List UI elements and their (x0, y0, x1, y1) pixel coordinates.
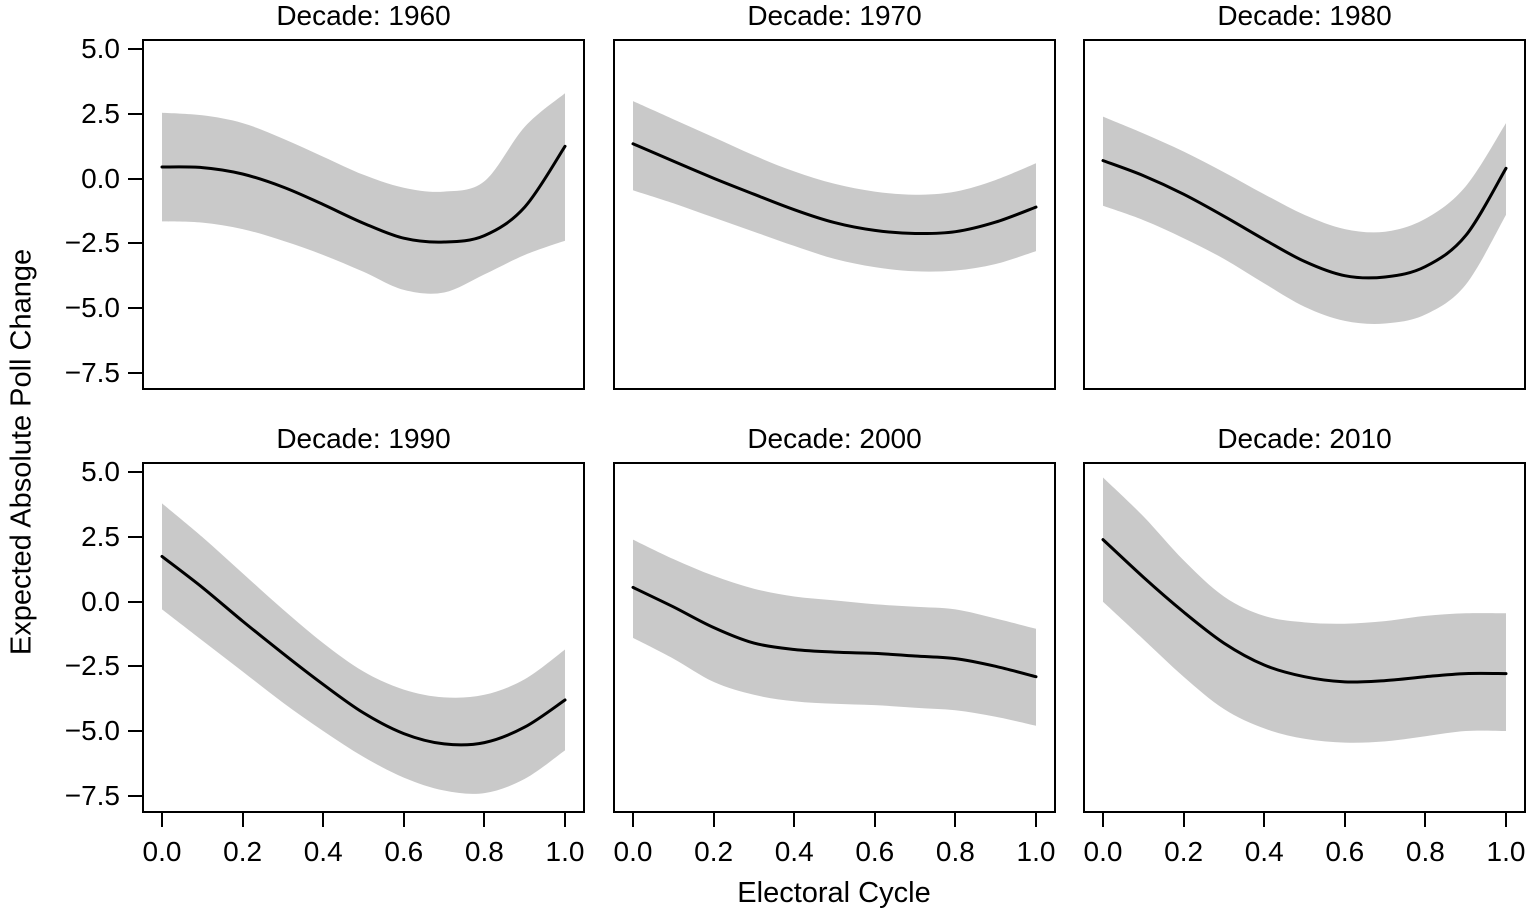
y-axis-tick (128, 665, 142, 668)
y-axis-tick (128, 371, 142, 374)
panel-border (142, 39, 585, 390)
x-tick-label: 0.6 (1325, 836, 1365, 867)
x-axis-label: Electoral Cycle (737, 876, 931, 909)
x-axis-tick (402, 813, 405, 827)
y-tick-label: −5.0 (64, 292, 120, 323)
x-axis-tick (632, 813, 634, 827)
fit-line (1101, 159, 1508, 280)
x-axis-tick (564, 813, 566, 827)
x-axis-tick (1182, 813, 1185, 827)
y-tick-label: −2.5 (64, 227, 120, 259)
y-tick-label: 0.0 (81, 585, 120, 617)
x-tick-label: 0.6 (384, 836, 424, 867)
panel (1083, 462, 1526, 813)
panel-title: Decade: 1980 (1217, 0, 1392, 31)
y-axis-tick (128, 177, 142, 180)
x-tick-label: 0.8 (464, 836, 504, 867)
panel (613, 39, 1056, 390)
x-axis-tick (1102, 813, 1104, 827)
x-axis-tick (1424, 813, 1427, 827)
x-axis-tick (483, 813, 486, 827)
x-tick-label: 0.2 (694, 836, 734, 867)
panel-border (613, 39, 1056, 390)
panel-title: Decade: 1990 (276, 423, 451, 454)
y-tick-label: 5.0 (81, 456, 120, 488)
x-axis-tick (1035, 813, 1037, 827)
panel (613, 462, 1056, 813)
x-tick-label: 0.6 (855, 836, 895, 867)
y-tick-label: 2.5 (81, 521, 120, 552)
y-axis-tick (128, 536, 142, 538)
y-axis-tick (128, 794, 142, 797)
x-tick-label: 0.0 (142, 836, 182, 867)
x-axis-tick (793, 813, 796, 827)
x-tick-label: 0.4 (1244, 836, 1284, 867)
panel-title: Decade: 1970 (747, 0, 922, 31)
fit-line (160, 554, 567, 747)
y-tick-label: −2.5 (64, 650, 120, 682)
panel-title: Decade: 2010 (1217, 423, 1392, 454)
x-tick-label: 0.8 (935, 836, 975, 867)
confidence-band (162, 503, 565, 794)
x-axis-tick (954, 813, 957, 827)
x-tick-label: 0.0 (613, 836, 653, 867)
panel (1083, 39, 1526, 390)
confidence-band (162, 93, 565, 294)
panel-plot (142, 39, 585, 390)
panel-plot (1083, 39, 1526, 390)
y-axis-tick (128, 242, 142, 245)
x-tick-label: 1.0 (1016, 836, 1056, 867)
panel-plot (613, 462, 1056, 813)
y-tick-label: −7.5 (64, 779, 120, 811)
confidence-band (1103, 116, 1506, 324)
x-tick-label: 0.0 (1083, 836, 1123, 867)
confidence-band (633, 101, 1036, 272)
x-axis-tick (322, 813, 325, 827)
x-tick-label: 0.4 (774, 836, 814, 867)
panel-title: Decade: 1960 (276, 0, 451, 31)
y-axis-tick (128, 307, 142, 309)
y-tick-label: −7.5 (64, 356, 120, 388)
fit-line (160, 144, 567, 244)
x-axis-tick (1263, 813, 1266, 827)
panel-plot (142, 462, 585, 813)
fit-line (1101, 538, 1508, 684)
y-tick-label: −5.0 (64, 715, 120, 746)
y-tick-label: 0.0 (81, 162, 120, 194)
x-axis-tick (712, 813, 715, 827)
panel-border (1083, 462, 1526, 813)
panel-border (1083, 39, 1526, 390)
x-axis-tick (241, 813, 244, 827)
y-axis-tick (128, 48, 142, 51)
confidence-band (1103, 477, 1506, 743)
y-axis-tick (128, 600, 142, 603)
x-axis-tick (161, 813, 163, 827)
y-axis-tick (128, 113, 142, 115)
x-tick-label: 0.8 (1405, 836, 1445, 867)
y-tick-label: 5.0 (81, 33, 120, 65)
panel-plot (1083, 462, 1526, 813)
panel (142, 462, 585, 813)
x-axis-tick (1343, 813, 1346, 827)
y-tick-label: 2.5 (81, 98, 120, 129)
panel-border (142, 462, 585, 813)
panel (142, 39, 585, 390)
x-tick-label: 1.0 (1486, 836, 1526, 867)
x-axis-tick (873, 813, 876, 827)
x-tick-label: 0.2 (223, 836, 263, 867)
y-axis-tick (128, 471, 142, 474)
x-tick-label: 0.2 (1164, 836, 1204, 867)
panel-border (613, 462, 1056, 813)
fit-line (631, 142, 1038, 236)
fit-line (631, 585, 1038, 679)
x-tick-label: 0.4 (303, 836, 343, 867)
x-tick-label: 1.0 (545, 836, 585, 867)
confidence-band (633, 539, 1036, 726)
y-axis-tick (128, 730, 142, 732)
x-axis-tick (1505, 813, 1507, 827)
panel-plot (613, 39, 1056, 390)
panel-title: Decade: 2000 (747, 423, 922, 454)
